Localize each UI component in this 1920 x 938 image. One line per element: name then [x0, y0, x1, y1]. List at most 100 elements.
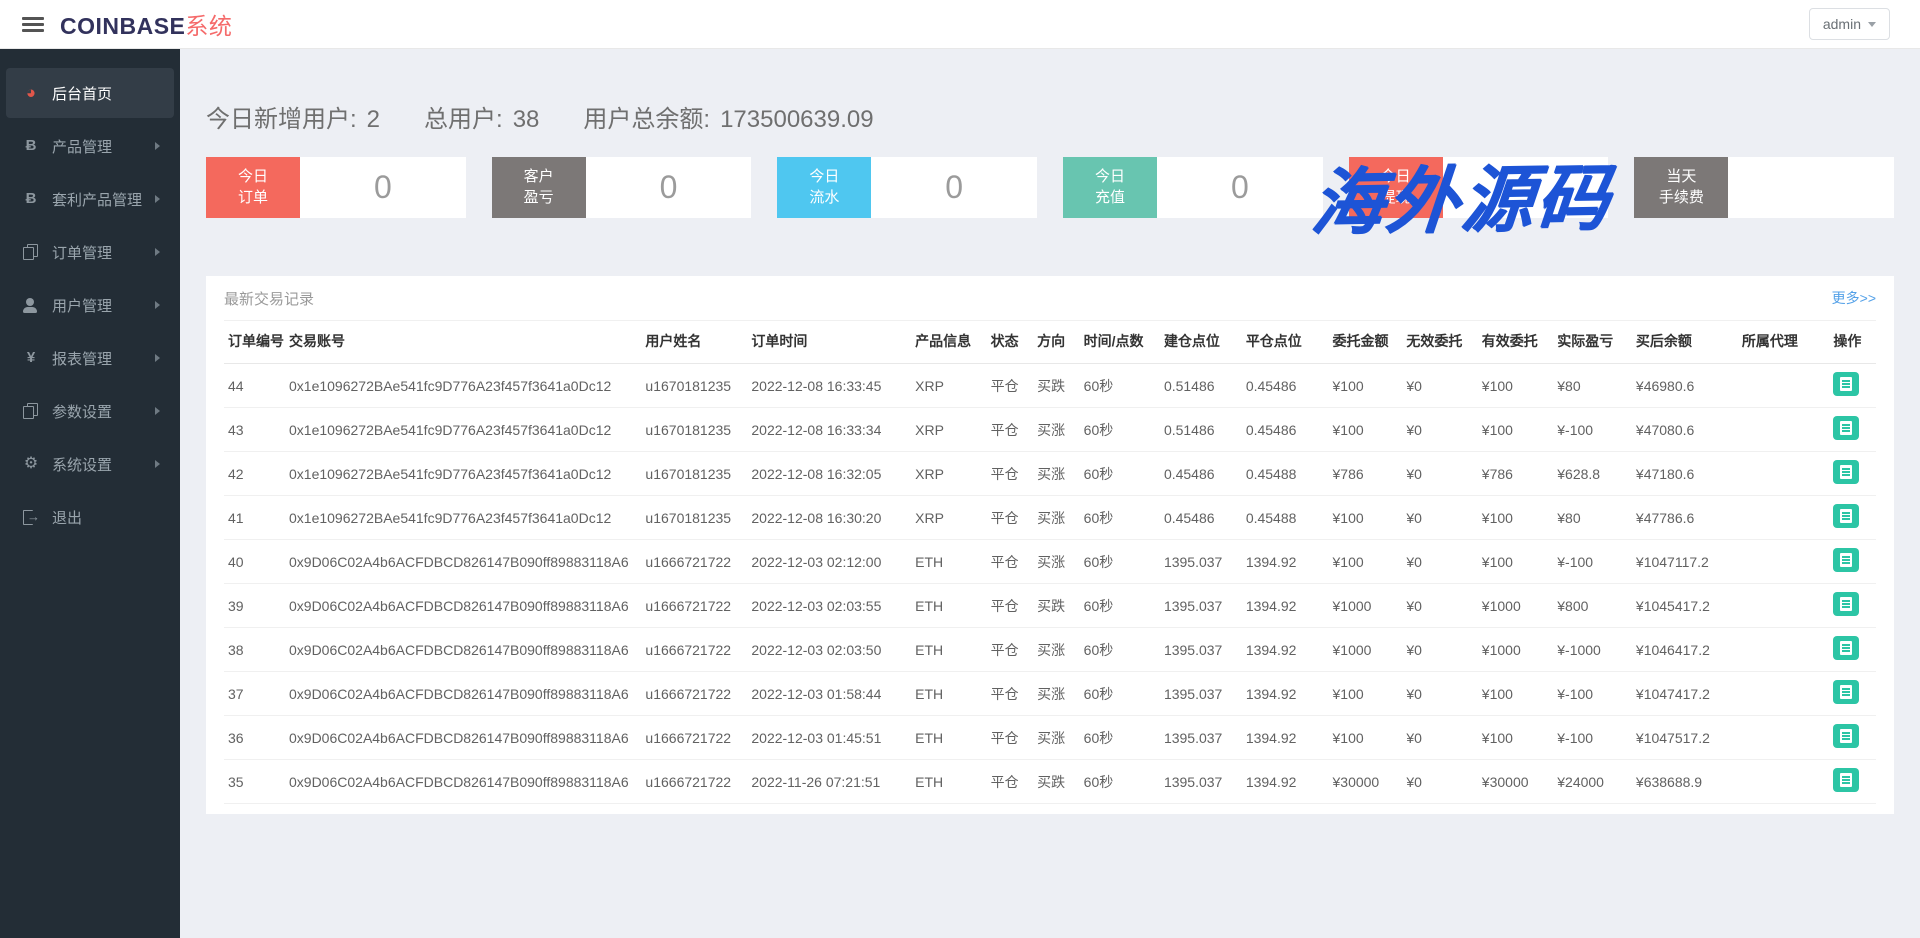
stat-card-label: 今日 提现	[1348, 157, 1443, 218]
latest-trades-panel: 最新交易记录 更多>> 订单编号 交易账号 用户姓名 订单时间 产品信息 状态 方向 时间/点…	[206, 276, 1894, 814]
cell-agent	[1737, 583, 1830, 628]
cell-invalid-amount: ¥0	[1402, 495, 1478, 540]
cell-direction: 买涨	[1033, 407, 1080, 452]
cell-balance: ¥47180.6	[1631, 451, 1738, 496]
view-order-button[interactable]	[1833, 768, 1860, 792]
view-order-button[interactable]	[1833, 680, 1860, 704]
cell-order-time: 2022-12-08 16:30:20	[747, 495, 912, 540]
cell-balance: ¥1047117.2	[1631, 539, 1738, 584]
cell-open-point: 0.45486	[1159, 451, 1242, 496]
cell-product: ETH	[911, 539, 987, 584]
cell-action	[1829, 627, 1876, 672]
stat-value: 2	[366, 106, 381, 133]
cell-order-time: 2022-12-08 16:32:05	[747, 451, 912, 496]
cell-open-point: 1395.037	[1159, 671, 1242, 716]
cell-amount: ¥100	[1328, 715, 1403, 760]
cell-status: 平仓	[986, 627, 1034, 672]
user-dropdown-label: admin	[1822, 16, 1861, 32]
cell-close-point: 0.45488	[1241, 451, 1329, 496]
cell-balance: ¥47080.6	[1631, 407, 1738, 452]
view-order-button[interactable]	[1833, 504, 1860, 528]
cell-order-time: 2022-12-03 02:03:50	[747, 627, 912, 672]
stat-card-value: 0	[1230, 169, 1249, 205]
view-order-button[interactable]	[1833, 636, 1860, 660]
cell-order-id: 37	[224, 671, 285, 716]
main-content: 今日新增用户: 2 总用户: 38 用户总余额: 173500639.09 今日…	[180, 49, 1920, 938]
column-header: 平仓点位	[1241, 320, 1329, 364]
cell-agent	[1737, 495, 1830, 540]
cell-direction: 买涨	[1033, 451, 1080, 496]
column-header: 状态	[986, 320, 1034, 364]
cell-product: ETH	[911, 671, 987, 716]
cell-duration: 60秒	[1079, 715, 1160, 760]
stat-card-value: 0	[945, 169, 964, 205]
hamburger-menu-icon[interactable]	[22, 16, 44, 32]
column-header: 无效委托	[1402, 320, 1478, 364]
cell-username: u1666721722	[641, 539, 748, 584]
more-link[interactable]: 更多>>	[1831, 290, 1876, 306]
cell-open-point: 1395.037	[1159, 627, 1242, 672]
cell-direction: 买跌	[1033, 759, 1080, 804]
sidebar-item-yen[interactable]: 报表管理	[6, 333, 174, 383]
cell-product: XRP	[911, 363, 987, 408]
cell-balance: ¥47786.6	[1631, 495, 1738, 540]
column-header: 实际盈亏	[1553, 320, 1632, 364]
column-header: 订单时间	[747, 320, 912, 364]
column-header: 产品信息	[911, 320, 987, 364]
cell-direction: 买涨	[1033, 715, 1080, 760]
list-icon	[1840, 509, 1853, 523]
table-row: 39 0x9D06C02A4b6ACFDBCD826147B090ff89883…	[224, 583, 1876, 628]
cell-profit: ¥80	[1553, 363, 1632, 408]
sidebar-item-orders[interactable]: 订单管理	[6, 227, 174, 277]
stat-card-label: 今日 充值	[1063, 157, 1158, 218]
cell-direction: 买涨	[1033, 539, 1080, 584]
sidebar-item-logout[interactable]: 退出	[6, 492, 174, 542]
cell-invalid-amount: ¥0	[1402, 759, 1478, 804]
cell-direction: 买涨	[1033, 671, 1080, 716]
cell-duration: 60秒	[1079, 671, 1160, 716]
sidebar-item-gear[interactable]: 系统设置	[6, 439, 174, 489]
cell-close-point: 1394.92	[1241, 715, 1329, 760]
view-order-button[interactable]	[1833, 592, 1860, 616]
sidebar-item-bitcoin[interactable]: 套利产品管理	[6, 174, 174, 224]
cell-profit: ¥800	[1553, 583, 1632, 628]
list-icon	[1840, 685, 1853, 699]
sidebar-item-bitcoin[interactable]: 产品管理	[6, 121, 174, 171]
brand-logo: COINBASE系统	[60, 7, 232, 41]
table-row: 42 0x1e1096272BAe541fc9D776A23f457f3641a…	[224, 451, 1876, 496]
cell-username: u1670181235	[641, 451, 748, 496]
view-order-button[interactable]	[1833, 416, 1860, 440]
cell-duration: 60秒	[1079, 363, 1160, 408]
sidebar-item-params[interactable]: 参数设置	[6, 386, 174, 436]
sidebar-item-user[interactable]: 用户管理	[6, 280, 174, 330]
view-order-button[interactable]	[1833, 724, 1860, 748]
stat-card-value: 0	[659, 169, 678, 205]
stat-value: 38	[512, 106, 540, 133]
table-header-row: 订单编号 交易账号 用户姓名 订单时间 产品信息 状态 方向 时间/点数 建仓点位 平仓点位 委托金…	[224, 320, 1876, 364]
view-order-button[interactable]	[1833, 460, 1860, 484]
cell-invalid-amount: ¥0	[1402, 671, 1478, 716]
cell-product: ETH	[911, 715, 987, 760]
cell-balance: ¥46980.6	[1631, 363, 1738, 408]
cell-username: u1666721722	[641, 715, 748, 760]
view-order-button[interactable]	[1833, 548, 1860, 572]
cell-product: XRP	[911, 451, 987, 496]
cell-valid-amount: ¥1000	[1477, 583, 1554, 628]
cell-amount: ¥100	[1328, 363, 1403, 408]
view-order-button[interactable]	[1833, 372, 1860, 396]
cell-balance: ¥1047417.2	[1631, 671, 1738, 716]
chevron-right-icon	[155, 142, 160, 150]
stat-label: 总用户:	[424, 106, 503, 133]
user-dropdown[interactable]: admin	[1808, 8, 1890, 40]
cell-account: 0x1e1096272BAe541fc9D776A23f457f3641a0Dc…	[285, 363, 642, 408]
cell-profit: ¥80	[1553, 495, 1632, 540]
stat-group: 总用户: 38	[424, 105, 539, 134]
list-icon	[1840, 377, 1853, 391]
table-row: 44 0x1e1096272BAe541fc9D776A23f457f3641a…	[224, 363, 1876, 408]
cell-account: 0x1e1096272BAe541fc9D776A23f457f3641a0Dc…	[285, 495, 642, 540]
table-row: 41 0x1e1096272BAe541fc9D776A23f457f3641a…	[224, 495, 1876, 540]
list-icon	[1840, 553, 1853, 567]
sidebar-item-dashboard[interactable]: 后台首页	[6, 68, 174, 118]
cell-product: ETH	[911, 583, 987, 628]
cell-direction: 买涨	[1033, 627, 1080, 672]
